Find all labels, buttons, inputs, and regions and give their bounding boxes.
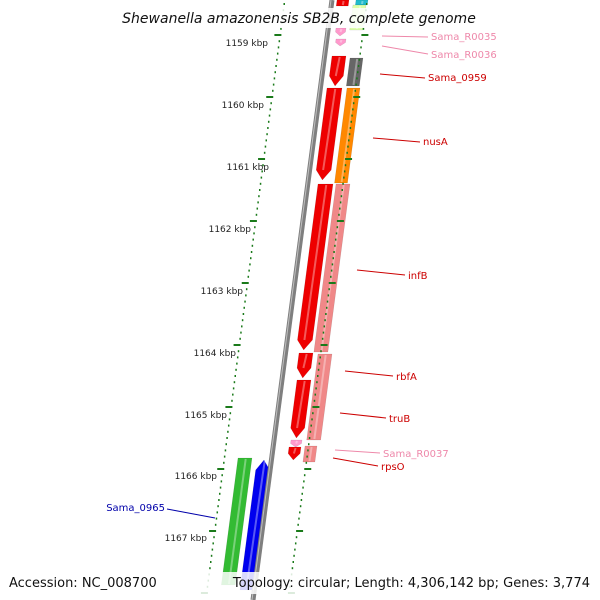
gene-leader-line	[339, 412, 387, 419]
gene-label-sama-r0035[interactable]: Sama_R0035	[431, 32, 497, 43]
kbp-label: 1165 kbp	[185, 411, 228, 421]
gene-arrow-sama0959[interactable]	[329, 55, 347, 87]
gene-label-nusa[interactable]: nusA	[423, 137, 448, 148]
kbp-label: 1164 kbp	[194, 349, 237, 359]
gene-leader-line	[372, 137, 421, 143]
gene-leader-line	[344, 370, 394, 377]
gene-leader-line	[334, 449, 381, 454]
gene-highlight	[339, 28, 343, 33]
gene-highlight	[227, 458, 247, 585]
gene-arrow-truB[interactable]	[290, 379, 312, 439]
gene-highlight	[340, 88, 356, 183]
gene-arrow-rpsO-light[interactable]	[302, 445, 318, 463]
feature-tracks	[220, 0, 369, 591]
left-tick-ruler	[200, 3, 285, 594]
gene-label-sama-0959[interactable]: Sama_0959	[428, 73, 487, 84]
gene-highlight	[302, 353, 308, 369]
kbp-label: 1163 kbp	[201, 287, 244, 297]
gene-leader-line	[379, 73, 426, 79]
gene-arrow-infB-light[interactable]	[313, 183, 351, 353]
gene-label-trub[interactable]: truB	[389, 414, 410, 425]
gene-leader-line	[381, 35, 429, 38]
genome-backbone	[250, 0, 335, 600]
gene-leader-line	[166, 508, 216, 519]
gene-arrow-r0037[interactable]	[290, 439, 303, 448]
gene-leader-line	[381, 45, 429, 55]
gene-label-sama-0965[interactable]: Sama_0965	[106, 503, 165, 514]
gene-label-sama-r0036[interactable]: Sama_R0036	[431, 50, 497, 61]
kbp-scale-labels: 1159 kbp 1160 kbp 1161 kbp 1162 kbp 1163 kbp…	[165, 39, 270, 544]
gene-highlight	[308, 446, 313, 462]
kbp-label: 1167 kbp	[165, 534, 208, 544]
gene-arrow-pink-r0036[interactable]	[335, 38, 347, 47]
gene-leader-line	[356, 269, 406, 276]
gene-highlight	[352, 58, 359, 86]
gene-arrow-infB[interactable]	[297, 183, 334, 351]
gene-arrow-rpsO[interactable]	[287, 446, 302, 461]
gene-highlight	[341, 0, 345, 6]
kbp-label: 1161 kbp	[227, 163, 270, 173]
footer-backdrop	[0, 572, 600, 594]
gene-highlight	[334, 56, 341, 77]
genome-backbone-highlight	[251, 0, 332, 600]
gene-highlight	[296, 380, 306, 429]
gene-arrow-rbfA-light[interactable]	[306, 353, 333, 441]
gene-label-rpso[interactable]: rpsO	[381, 462, 405, 473]
gene-highlight	[295, 440, 298, 444]
gene-highlight	[360, 0, 364, 5]
gene-highlight	[246, 460, 266, 581]
kbp-label: 1162 kbp	[209, 225, 252, 235]
title-backdrop	[128, 8, 473, 28]
gene-leader-line	[332, 457, 379, 467]
topology-text: Topology: circular; Length: 4,306,142 bp…	[232, 576, 590, 591]
gene-highlight	[322, 88, 337, 171]
kbp-label: 1166 kbp	[175, 472, 218, 482]
kbp-label: 1159 kbp	[226, 39, 269, 49]
gene-highlight	[320, 184, 345, 352]
gene-arrow-nusA[interactable]	[334, 87, 361, 184]
gene-highlight	[313, 354, 327, 440]
page-title: Shewanella amazonensis SB2B, complete ge…	[122, 11, 476, 27]
accession-text: Accession: NC_008700	[9, 576, 157, 591]
gene-highlight	[339, 39, 343, 43]
gene-arrow-rbfA[interactable]	[296, 352, 314, 379]
gene-label-rbfa[interactable]: rbfA	[396, 372, 417, 383]
kbp-label: 1160 kbp	[222, 101, 265, 111]
gene-labels: Sama_R0035 Sama_R0036 Sama_0959 nusA infB rbf…	[106, 32, 497, 519]
gene-highlight	[303, 184, 328, 341]
gene-arrow-red-top[interactable]	[335, 0, 350, 7]
gene-label-sama-r0037[interactable]: Sama_R0037	[383, 449, 449, 460]
gene-highlight	[292, 447, 297, 454]
gene-arrow-red-nusA[interactable]	[315, 87, 343, 181]
gene-label-infb[interactable]: infB	[408, 271, 428, 282]
